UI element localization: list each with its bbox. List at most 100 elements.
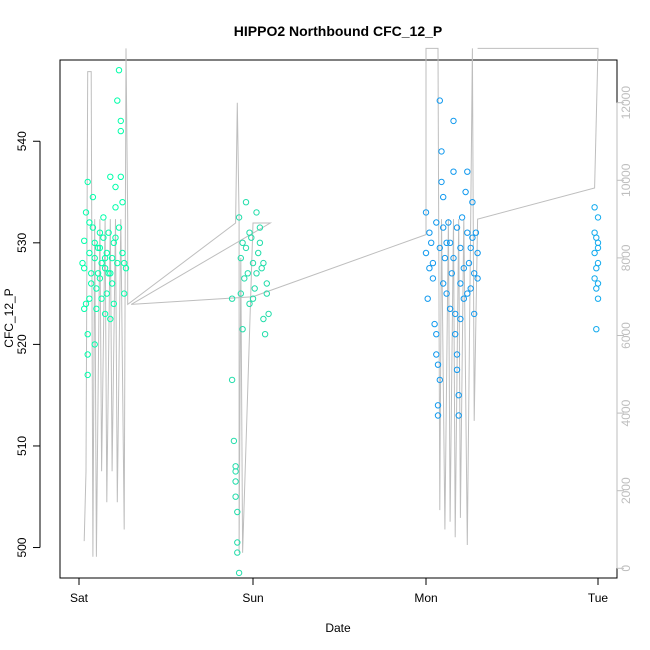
data-point <box>460 265 467 272</box>
data-point <box>93 285 100 292</box>
data-point <box>98 295 105 302</box>
x-tick-label: Mon <box>414 591 437 605</box>
data-point <box>235 569 243 577</box>
data-point <box>462 188 469 196</box>
data-point <box>246 229 253 236</box>
data-point <box>436 376 443 384</box>
data-point <box>467 285 474 292</box>
data-point <box>86 249 93 257</box>
data-point <box>246 300 253 307</box>
data-point <box>249 295 257 302</box>
data-point <box>469 234 476 241</box>
data-point <box>228 295 236 302</box>
data-point <box>119 199 126 206</box>
points-layer <box>79 67 602 577</box>
data-point <box>440 193 447 201</box>
data-point <box>452 310 459 318</box>
data-point <box>434 412 442 419</box>
data-point <box>426 229 433 236</box>
left-axis: 500 510 520 530 540 <box>15 131 41 558</box>
data-point <box>234 549 241 556</box>
data-point <box>234 539 241 546</box>
data-point <box>591 204 598 211</box>
data-point <box>96 244 104 252</box>
data-point <box>230 437 238 445</box>
data-point <box>94 244 102 252</box>
y-tick-label: 540 <box>15 131 29 151</box>
data-point <box>431 320 438 328</box>
data-point <box>110 300 118 307</box>
data-point <box>594 239 602 247</box>
data-point <box>433 351 440 358</box>
y-axis-label: CFC_12_P <box>2 288 16 347</box>
data-point <box>440 224 447 231</box>
data-point <box>448 270 455 277</box>
y-tick-label: 520 <box>15 334 29 354</box>
data-point <box>107 315 114 323</box>
data-point <box>114 97 121 104</box>
data-point <box>84 351 91 358</box>
chart-title: HIPPO2 Northbound CFC_12_P <box>234 23 442 39</box>
data-point <box>117 117 125 125</box>
data-point <box>114 259 121 267</box>
data-point <box>117 173 125 181</box>
data-point <box>450 168 457 175</box>
data-point <box>79 259 86 267</box>
data-point <box>249 259 257 267</box>
data-point <box>100 234 107 241</box>
x-axis-label: Date <box>325 621 351 635</box>
data-point <box>115 224 123 231</box>
data-point <box>88 270 95 277</box>
data-point <box>98 259 105 267</box>
y-tick-label: 530 <box>15 232 29 252</box>
data-point <box>445 219 452 226</box>
data-point <box>89 224 97 231</box>
y2-tick-label: 8000 <box>619 244 633 271</box>
data-point <box>256 239 264 247</box>
data-point <box>117 127 125 135</box>
data-point <box>91 254 98 262</box>
data-point <box>93 305 100 312</box>
data-point <box>457 315 464 323</box>
data-point <box>84 331 91 338</box>
data-point <box>261 331 269 338</box>
data-point <box>594 214 602 221</box>
plot-frame <box>59 59 618 579</box>
data-point <box>458 214 466 221</box>
data-point <box>255 249 262 257</box>
data-point <box>263 290 270 297</box>
data-point <box>429 275 437 282</box>
data-point <box>471 310 478 318</box>
data-point <box>81 237 88 245</box>
data-point <box>464 290 471 297</box>
data-point <box>440 280 447 287</box>
data-point <box>84 371 91 379</box>
y-tick-label: 510 <box>15 436 29 456</box>
data-point <box>242 244 250 252</box>
data-point <box>593 326 600 333</box>
data-point <box>424 295 431 302</box>
data-point <box>232 463 239 470</box>
data-point <box>591 249 598 257</box>
data-point <box>237 254 245 262</box>
data-point <box>235 214 243 221</box>
data-point <box>242 199 250 206</box>
data-point <box>121 290 128 297</box>
data-point <box>438 148 445 155</box>
data-point <box>101 265 109 272</box>
data-point <box>474 249 481 257</box>
data-point <box>251 285 258 292</box>
y2-tick-label: 12000 <box>619 86 633 120</box>
right-axis: 0 2000 4000 6000 8000 10000 12000 <box>616 86 633 572</box>
data-point <box>471 270 478 277</box>
data-point <box>107 173 114 181</box>
data-point <box>241 275 248 282</box>
data-point <box>91 341 98 348</box>
data-point <box>436 244 443 252</box>
data-point <box>446 305 454 312</box>
y2-tick-label: 4000 <box>619 399 633 426</box>
y2-tick-label: 6000 <box>619 322 633 349</box>
data-point <box>101 254 109 262</box>
data-point <box>107 270 114 277</box>
